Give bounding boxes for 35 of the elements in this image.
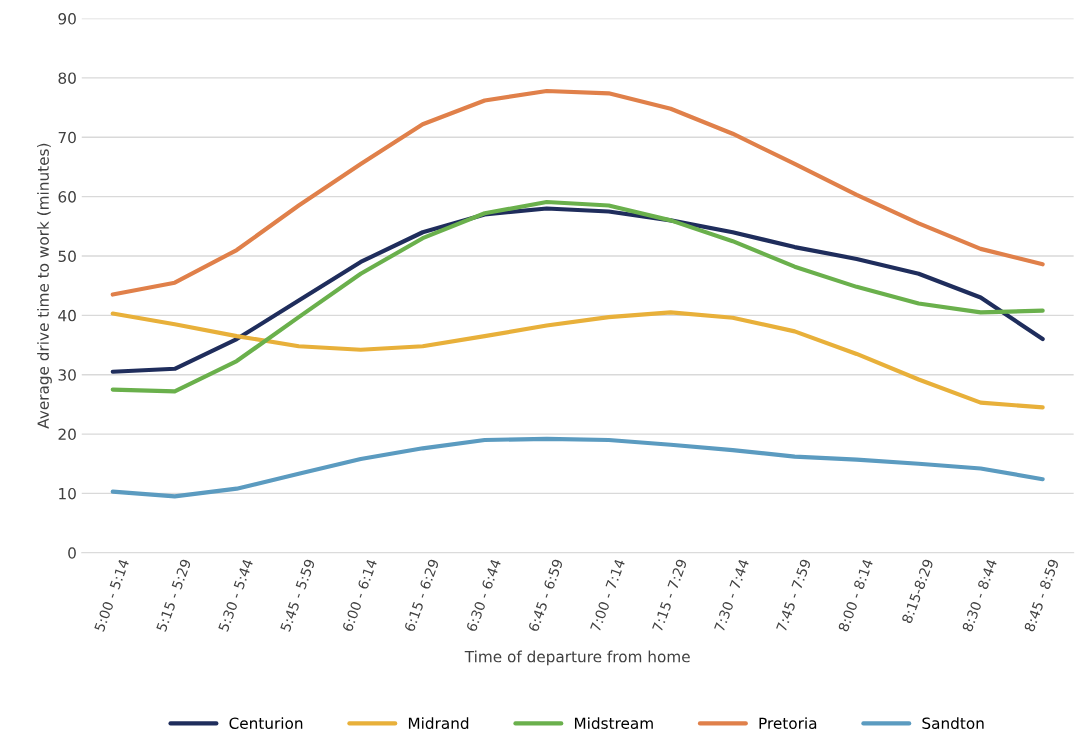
y-tick-label: 10 [59,487,76,500]
x-tick-label: 5:00 - 5:14 [93,558,130,632]
x-tick-label: 8:45 - 8:59 [1023,558,1060,633]
x-tick-label: 5:45 - 5:59 [279,558,316,632]
x-tick-label: 5:30 - 5:44 [217,558,254,632]
y-tick-label: 30 [58,369,76,381]
x-tick-label: 8:00 - 8:14 [837,558,874,633]
line-series [110,88,1045,297]
legend-label: Pretoria [759,717,817,729]
x-tick-label: 6:45 - 6:59 [527,558,564,633]
legend-label: Sandton [922,717,984,729]
y-tick-label: 50 [58,250,76,263]
x-tick-label: 6:30 - 6:44 [465,558,502,633]
x-tick-label: 6:00 - 6:14 [341,558,378,633]
y-tick-label: 60 [58,191,76,203]
x-axis-title: Time of departure from home [464,650,690,666]
legend-label: Midrand [408,717,469,729]
y-tick-label: 20 [58,428,76,441]
y-tick-label: 90 [58,13,76,25]
y-tick-label: 0 [68,547,76,559]
y-tick-label: 80 [58,72,76,84]
x-tick-label: 7:45 - 7:59 [775,558,812,632]
x-tick-label: 7:00 - 7:14 [589,558,626,632]
y-tick-label: 70 [58,131,76,144]
y-tick-label: 40 [58,309,76,322]
x-tick-label: 7:30 - 7:44 [713,558,750,632]
y-axis-title: Average drive time to work (minutes) [37,143,52,429]
x-tick-label: 8:30 - 8:44 [961,558,998,633]
x-tick-label: 5:15 - 5:29 [155,558,192,632]
line-series [110,310,1045,410]
x-tick-label: 6:15 - 6:29 [403,558,440,633]
legend-label: Midstream [574,717,653,729]
line-series [110,436,1045,499]
legend-label: Centurion [229,717,303,729]
x-tick-label: 7:15 - 7:29 [651,558,688,632]
